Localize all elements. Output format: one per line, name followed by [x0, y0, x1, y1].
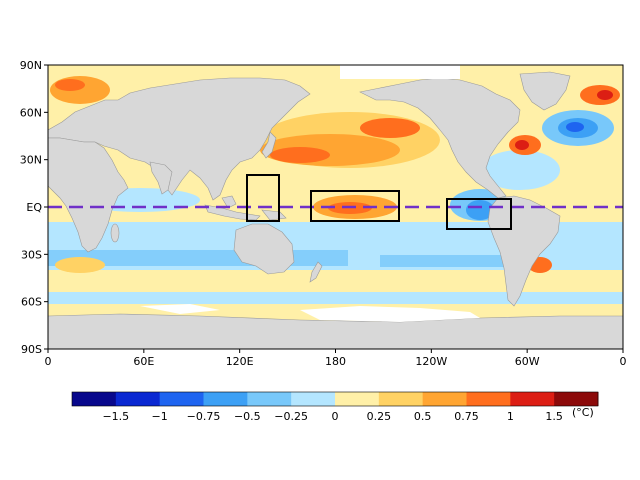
- new-zealand-land: [309, 261, 323, 283]
- arctic-sea-ice: [340, 65, 460, 79]
- colorbar-swatch: [466, 392, 511, 406]
- cool-anomaly-patch: [480, 150, 560, 190]
- colorbar-frame: [71, 391, 599, 407]
- colorbar-swatch: [378, 392, 424, 406]
- colorbar-swatch: [422, 392, 467, 406]
- colorbar-label: 0.5: [414, 410, 432, 423]
- lat-tick-label: 90S: [21, 343, 42, 356]
- colorbar-swatch: [554, 392, 599, 406]
- south-america-land: [487, 195, 561, 307]
- sea-ice: [140, 65, 480, 322]
- colorbar-label: 1: [507, 410, 514, 423]
- lat-tick-label: EQ: [26, 201, 42, 214]
- antarctic-sea-ice: [300, 306, 480, 322]
- colorbar-swatch: [115, 392, 161, 406]
- cool-anomaly-patch: [466, 200, 494, 220]
- colorbar-label: −0.75: [187, 410, 221, 423]
- borneo-land: [221, 195, 237, 209]
- warm-anomaly-patch: [55, 257, 105, 273]
- colorbar-swatch: [159, 392, 204, 406]
- colorbar-swatch: [72, 392, 117, 406]
- colorbar-swatch: [510, 392, 555, 406]
- lon-tick-label: 0: [620, 355, 627, 368]
- lon-tick-label: 180: [325, 355, 346, 368]
- colorbar-swatch: [203, 392, 248, 406]
- colorbar-label: −1.5: [102, 410, 129, 423]
- warm-anomaly-patch: [270, 147, 330, 163]
- latitude-axis: 90N 60N 30N EQ 30S 60S 90S: [20, 59, 48, 356]
- australia-land: [233, 223, 295, 275]
- colorbar-swatch: [335, 392, 380, 406]
- region-box-western-pacific: [246, 174, 280, 222]
- colorbar-label: −1: [152, 410, 168, 423]
- map-area: [48, 65, 623, 349]
- colorbar-label: −0.5: [234, 410, 261, 423]
- africa-land: [48, 137, 129, 253]
- north-america-land: [359, 77, 521, 199]
- lon-tick-label: 0: [45, 355, 52, 368]
- colorbar-label: 0.75: [454, 410, 479, 423]
- lat-tick-label: 30S: [21, 248, 42, 261]
- warm-anomaly-patch: [50, 76, 110, 104]
- colorbar-unit: (°C): [572, 406, 594, 419]
- cool-anomaly-patch: [566, 122, 584, 132]
- japan-land: [261, 131, 277, 159]
- madagascar-land: [110, 223, 120, 243]
- lat-tick-label: 60N: [20, 106, 42, 119]
- longitude-axis: 0 60E 120E 180 120W 60W 0: [45, 349, 627, 368]
- colorbar: −1.5 −1 −0.75 −0.5 −0.25 0 0.25 0.5 0.75 1 1.5 (°C): [71, 391, 599, 423]
- cool-anomaly-patch: [48, 292, 623, 304]
- warm-anomaly-patch: [360, 118, 420, 138]
- greenland-land: [519, 71, 571, 111]
- region-box-eastern-pacific: [446, 198, 512, 230]
- colorbar-swatch: [247, 392, 292, 406]
- colorbar-label: 0.25: [367, 410, 392, 423]
- colorbar-label: −0.25: [274, 410, 308, 423]
- colorbar-label: 0: [332, 410, 339, 423]
- warm-anomaly-patch: [597, 90, 613, 100]
- lat-tick-label: 60S: [21, 296, 42, 309]
- lat-tick-label: 90N: [20, 59, 42, 72]
- eurasia-land: [48, 77, 311, 201]
- warm-anomaly-patch: [55, 79, 85, 91]
- lon-tick-label: 60E: [133, 355, 154, 368]
- warm-anomaly-patch: [515, 140, 529, 150]
- india-land: [149, 161, 173, 195]
- antarctic-sea-ice: [140, 304, 220, 314]
- colorbar-swatch: [291, 392, 336, 406]
- lon-tick-label: 60W: [515, 355, 540, 368]
- lat-tick-label: 30N: [20, 154, 42, 167]
- lon-tick-label: 120E: [226, 355, 254, 368]
- region-box-central-pacific: [310, 190, 400, 222]
- lon-tick-label: 120W: [415, 355, 447, 368]
- colorbar-label: 1.5: [545, 410, 563, 423]
- cool-anomaly-patch: [380, 255, 520, 267]
- land-masses: [48, 71, 623, 349]
